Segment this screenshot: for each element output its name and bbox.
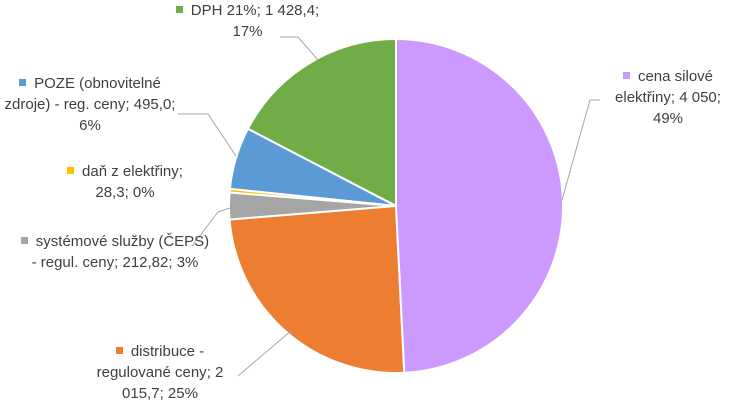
percentage-label: 0% <box>132 184 155 201</box>
leader-line <box>178 113 237 157</box>
leader-line <box>561 99 600 201</box>
leader-line <box>237 329 293 377</box>
percentage-label: 6% <box>79 117 101 134</box>
separator: ; <box>178 163 183 180</box>
legend-marker <box>19 79 27 86</box>
data-label: POZE (obnovitelné zdroje) - reg. ceny; 4… <box>0 73 180 136</box>
separator: ; <box>159 385 168 402</box>
separator: ; <box>114 254 123 271</box>
legend-marker <box>20 237 28 244</box>
data-label: DPH 21%; 1 428,4; 17% <box>160 0 335 42</box>
category: systémové služby (ČEPS) - regul. ceny <box>31 233 210 271</box>
leader-line <box>280 36 319 61</box>
value-label: 28,3 <box>95 184 125 201</box>
percentage-label: 17% <box>232 23 263 40</box>
leader-line <box>191 207 231 247</box>
value-label: 1 428,4 <box>264 2 316 19</box>
category: distribuce - regulované ceny <box>96 343 207 381</box>
separator: ; <box>315 2 320 19</box>
data-label: daň z elektřiny; 28,3; 0% <box>60 161 190 203</box>
legend-marker <box>67 167 75 174</box>
separator: ; <box>670 89 680 106</box>
separator: ; <box>206 364 216 381</box>
separator: ; <box>716 89 721 106</box>
percentage-label: 3% <box>176 254 199 271</box>
separator: ; <box>171 96 176 113</box>
value-label: 212,82 <box>122 254 169 271</box>
percentage-label: 49% <box>652 110 684 127</box>
category: cena silové elektřiny <box>615 68 714 106</box>
value-label: 495,0 <box>133 96 172 113</box>
separator: ; <box>124 184 133 201</box>
separator: ; <box>168 254 177 271</box>
legend-marker <box>622 72 630 79</box>
pie-slice <box>246 37 397 208</box>
pie-slice <box>395 37 564 374</box>
separator: ; <box>125 96 134 113</box>
pie-slice <box>228 204 406 374</box>
legend-marker <box>115 347 123 354</box>
separator: ; <box>256 2 265 19</box>
percentage-label: 25% <box>167 385 198 402</box>
legend-marker <box>175 6 183 13</box>
data-label: systémové služby (ČEPS) - regul. ceny; 2… <box>20 231 210 273</box>
data-label: distribuce - regulované ceny; 2 015,7; 2… <box>80 341 240 404</box>
category: POZE (obnovitelné zdroje) - reg. ceny <box>4 75 161 113</box>
value-label: 2 015,7 <box>122 364 224 402</box>
data-label: cena silové elektřiny; 4 050; 49% <box>598 66 738 129</box>
value-label: 4 050 <box>679 89 717 106</box>
category: DPH 21% <box>190 2 257 19</box>
category: daň z elektřiny <box>82 163 179 180</box>
